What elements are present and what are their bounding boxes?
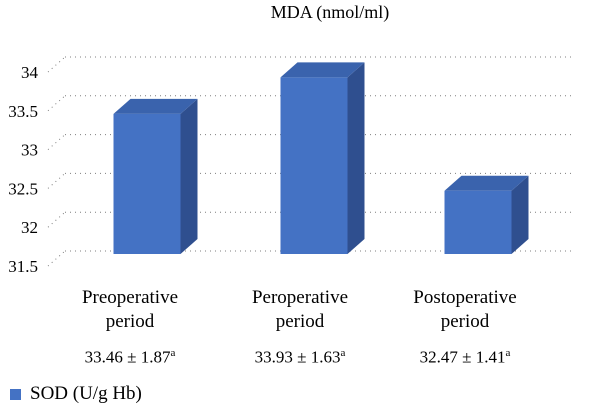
- bar: [444, 175, 529, 254]
- bar-side: [511, 175, 529, 254]
- stat-label-2: 32.47 ± 1.41a: [419, 347, 511, 367]
- gridline-depth: [47, 173, 66, 189]
- gridline-depth: [47, 56, 66, 73]
- bar: [280, 62, 365, 254]
- y-axis-ticks: 31.5 32 32.5 33 33.5 34: [8, 63, 38, 276]
- y-tick-label: 31.5: [8, 257, 38, 276]
- chart-title: MDA (nmol/ml): [271, 2, 390, 23]
- bar-front: [444, 190, 512, 254]
- bars: [113, 62, 529, 255]
- y-tick-label: 32.5: [8, 179, 38, 198]
- bar-top: [444, 175, 529, 191]
- bar-top: [280, 62, 365, 78]
- bar-front: [113, 113, 181, 255]
- legend-label: SOD (U/g Hb): [30, 383, 142, 404]
- bar-top: [113, 98, 198, 114]
- gridline-depth: [47, 134, 66, 150]
- stat-label-0: 33.46 ± 1.87a: [84, 347, 176, 367]
- gridline-depth: [47, 211, 66, 228]
- y-tick-label: 34: [21, 63, 39, 82]
- y-tick-label: 32: [21, 218, 38, 237]
- bar: [113, 98, 198, 255]
- legend-swatch: [10, 388, 21, 400]
- y-tick-label: 33.5: [8, 102, 38, 121]
- y-tick-label: 33: [21, 141, 38, 160]
- category-label-2: Postoperative period: [413, 287, 517, 332]
- stat-label-1: 33.93 ± 1.63a: [254, 347, 346, 367]
- gridline-depth: [47, 250, 66, 267]
- bar-side: [347, 62, 365, 254]
- legend: SOD (U/g Hb): [10, 383, 142, 405]
- gridline-depth: [47, 95, 66, 112]
- category-label-1: Peroperative period: [251, 287, 348, 332]
- bar-side: [180, 98, 198, 255]
- bar-front: [280, 77, 348, 254]
- category-label-0: Preoperative period: [81, 287, 178, 332]
